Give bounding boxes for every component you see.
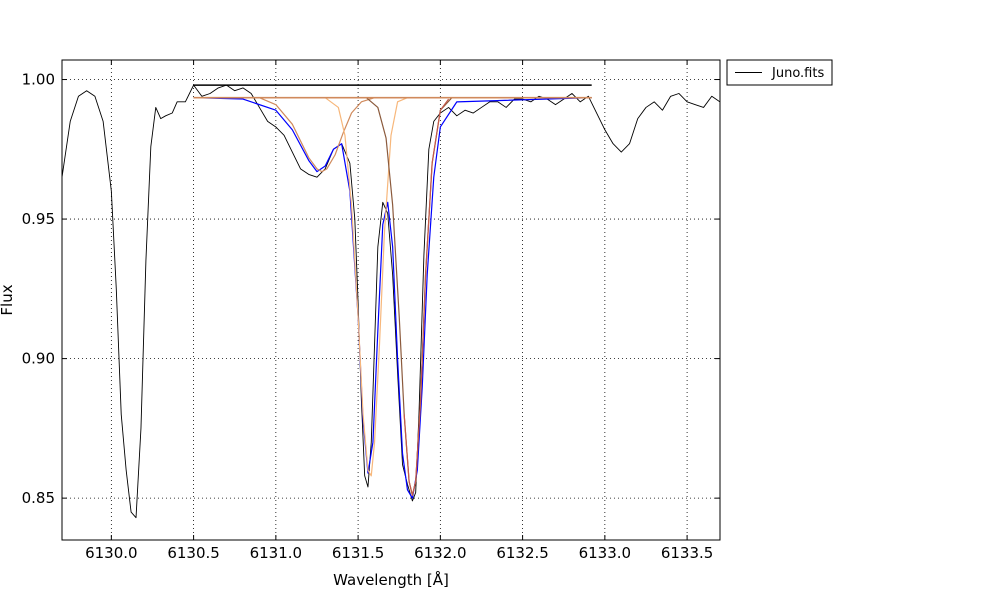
x-tick-label: 6133.0 [579,544,632,562]
legend: Juno.fits [726,59,833,86]
y-tick-label: 0.85 [22,489,55,507]
x-tick-label: 6130.0 [85,544,138,562]
model-line-5 [193,97,592,496]
legend-label: Juno.fits [771,66,824,81]
ticks: 6130.0 6130.5 6131.0 6131.5 6132.0 6132.5 6133… [22,60,720,562]
x-tick-label: 6132.0 [414,544,467,562]
axes-frame [61,59,721,541]
grid [62,60,720,540]
series-line-juno [62,84,720,519]
x-axis-label: Wavelength [Å] [333,570,449,589]
x-tick-label: 6132.5 [496,544,549,562]
x-tick-label: 6133.5 [661,544,714,562]
model-line-4 [193,97,592,477]
model-line-2 [193,97,592,499]
series-layer [62,84,720,519]
y-tick-label: 0.95 [22,210,55,228]
model-line-6 [403,98,450,496]
model-line-3 [193,97,592,173]
x-tick-label: 6131.5 [332,544,385,562]
y-tick-label: 1.00 [22,71,55,89]
x-tick-label: 6131.0 [250,544,303,562]
x-tick-label: 6130.5 [167,544,220,562]
y-axis-label: Flux [0,284,16,315]
y-tick-label: 0.90 [22,350,55,368]
